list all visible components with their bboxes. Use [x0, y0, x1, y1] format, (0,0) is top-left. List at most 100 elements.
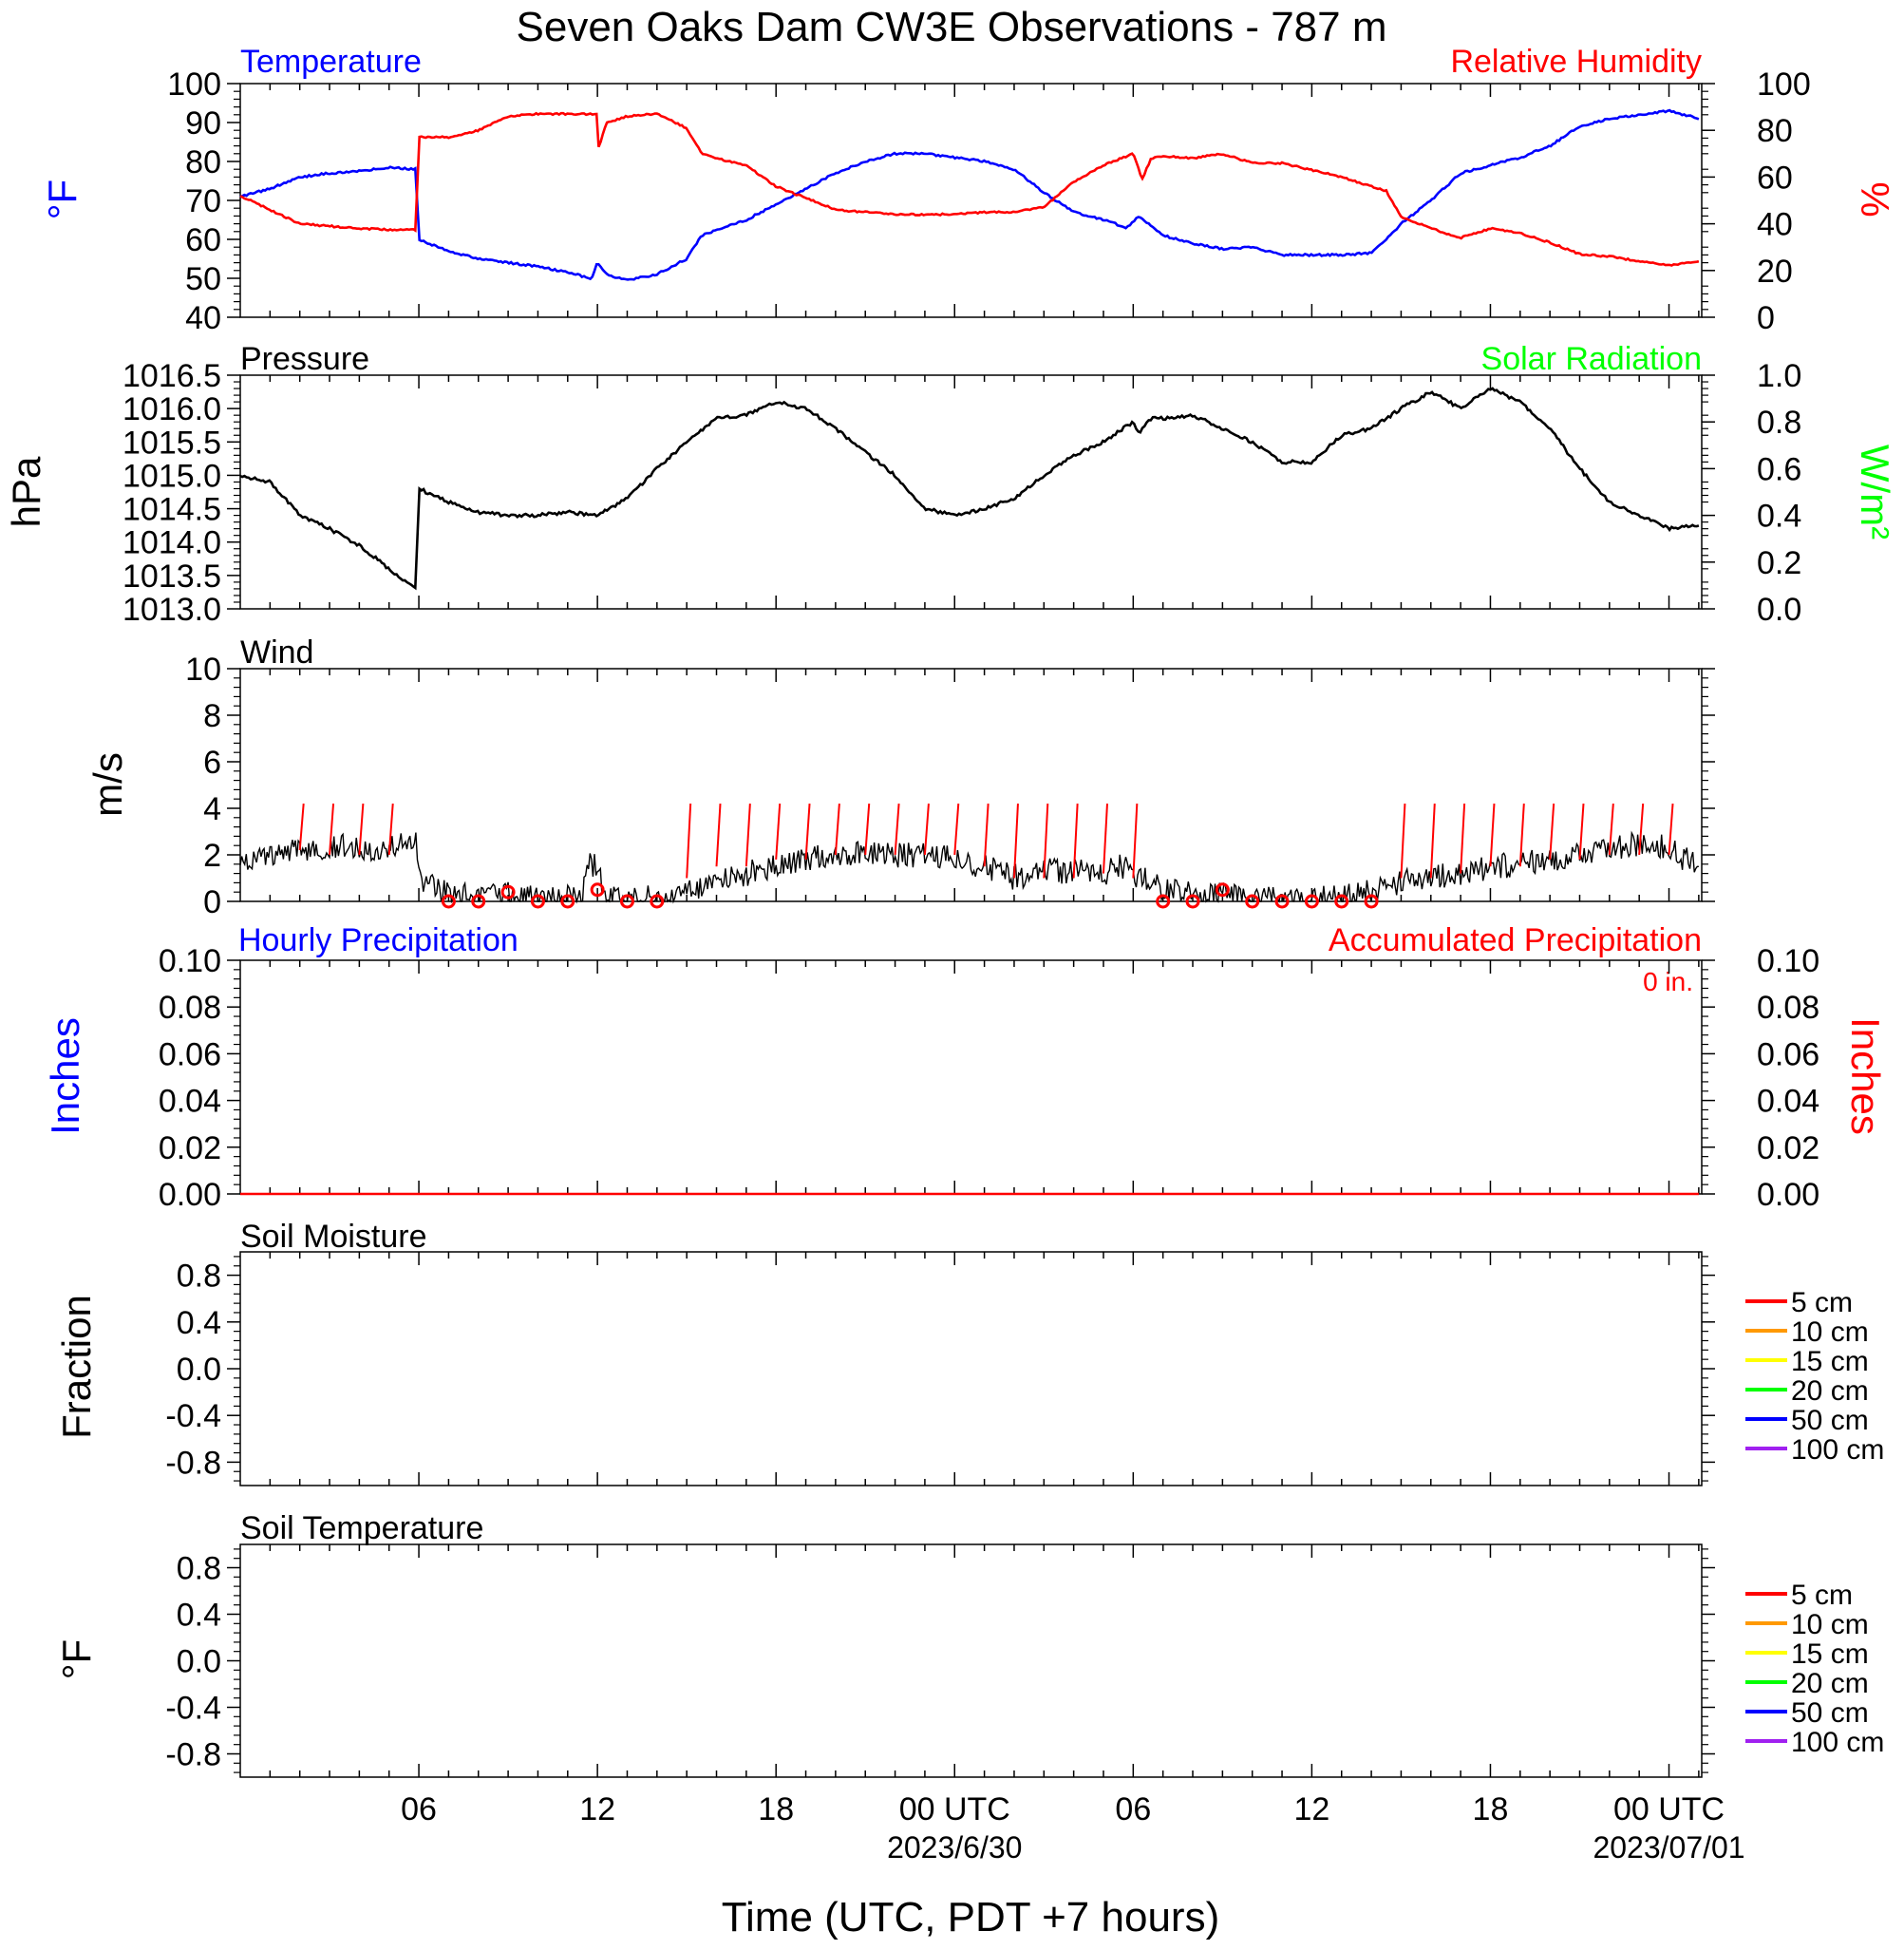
y-tick-label: 0.8	[177, 1551, 221, 1587]
wind-barb	[983, 804, 990, 867]
y-tick-label: 6	[203, 745, 221, 781]
legend-label: 100 cm	[1791, 1434, 1884, 1466]
y-tick-label: 0.0	[177, 1644, 221, 1680]
wind-barb	[864, 804, 871, 856]
temperature-panel-title: Temperature	[240, 44, 422, 80]
x-tick-label: 00 UTC	[1613, 1791, 1725, 1827]
y-right-tick-label: 80	[1757, 113, 1793, 149]
y-right-tick-label: 0.2	[1757, 545, 1801, 581]
y-tick-label: 1013.0	[123, 592, 221, 628]
wind-barb	[1043, 804, 1049, 879]
y-tick-label: 0.4	[177, 1305, 221, 1341]
figure-title: Seven Oaks Dam CW3E Observations - 787 m	[517, 4, 1387, 50]
y-right-tick-label: 40	[1757, 207, 1793, 243]
plot-frame	[239, 959, 1703, 1195]
solar-panel-title: Solar Radiation	[1481, 341, 1702, 377]
y-tick-label: 60	[185, 222, 221, 258]
y-tick-label: 1016.0	[123, 391, 221, 427]
y-tick-label: 0.4	[177, 1598, 221, 1634]
legend-label: 5 cm	[1791, 1580, 1853, 1611]
y-tick-label: 100	[167, 66, 221, 103]
y-right-tick-label: 0.8	[1757, 405, 1801, 441]
legend-label: 5 cm	[1791, 1287, 1853, 1318]
calm-wind-marker	[471, 894, 486, 909]
wind-barb	[715, 804, 722, 867]
y-right-tick-label: 0.00	[1757, 1177, 1819, 1213]
y-right-tick-label: 0.4	[1757, 499, 1801, 535]
wind-barb	[1608, 804, 1614, 856]
wind-barb	[953, 804, 960, 856]
y-tick-label: 0.06	[159, 1036, 221, 1072]
chart-marks: 4050607080901000204060801001013.01013.51…	[123, 66, 1884, 1865]
x-tick-label: 00 UTC	[899, 1791, 1010, 1827]
panel-pressure: Pressure Solar Radiation hPa W/m²	[4, 341, 1897, 540]
humidity-y-label: %	[1853, 181, 1897, 217]
plot-frame	[239, 1543, 1703, 1778]
wind-barb	[1429, 804, 1436, 879]
soil-temperature-title: Soil Temperature	[240, 1510, 483, 1546]
plot-frame	[239, 668, 1703, 902]
y-tick-label: 50	[185, 261, 221, 297]
y-tick-label: 0	[203, 884, 221, 920]
legend-label: 10 cm	[1791, 1316, 1869, 1348]
y-right-tick-label: 20	[1757, 254, 1793, 290]
panel-soil-moisture: Soil Moisture Fraction	[54, 1219, 427, 1439]
y-tick-label: 1015.0	[123, 458, 221, 494]
series-line-relative-humidity	[239, 111, 1700, 267]
panel-plot-wind: 0 2 4 6 8 10	[185, 652, 1715, 920]
plot-frame	[239, 83, 1703, 318]
y-tick-label: 0.08	[159, 990, 221, 1026]
x-date-label: 2023/07/01	[1593, 1830, 1744, 1865]
series-line-wind	[239, 830, 1699, 904]
y-right-tick-label: 0	[1757, 300, 1775, 336]
y-tick-label: 0.8	[177, 1259, 221, 1295]
wind-barb	[1638, 804, 1645, 856]
x-date-label: 2023/6/30	[887, 1830, 1022, 1865]
x-tick-label: 06	[1115, 1791, 1151, 1827]
panel-soil-temperature: Soil Temperature °F	[54, 1510, 483, 1679]
wind-barb	[1012, 804, 1019, 879]
legend-label: 50 cm	[1791, 1405, 1869, 1436]
pressure-panel-title: Pressure	[240, 341, 369, 377]
x-tick-label: 06	[401, 1791, 437, 1827]
wind-barb	[1102, 804, 1108, 874]
series-line-pressure	[239, 387, 1700, 591]
legend-label: 100 cm	[1791, 1727, 1884, 1758]
legend-label: 50 cm	[1791, 1697, 1869, 1729]
wind-barb	[1132, 804, 1139, 879]
y-tick-label: -0.8	[165, 1737, 221, 1773]
panel-temperature: Temperature Relative Humidity °F %	[40, 44, 1897, 219]
y-right-tick-label: 0.08	[1757, 990, 1819, 1026]
soil-moisture-title: Soil Moisture	[240, 1219, 427, 1255]
accum-precip-title: Accumulated Precipitation	[1329, 922, 1702, 958]
y-tick-label: 8	[203, 698, 221, 734]
y-tick-label: 1013.5	[123, 558, 221, 595]
panel-plot-pressure: 1013.01013.51014.01014.51015.01015.51016…	[123, 358, 1801, 628]
y-right-tick-label: 60	[1757, 160, 1793, 196]
legend-label: 20 cm	[1791, 1375, 1869, 1407]
wind-barb	[1489, 804, 1496, 867]
x-tick-label: 12	[579, 1791, 615, 1827]
wind-panel-title: Wind	[240, 634, 313, 671]
wind-barb	[387, 804, 394, 856]
calm-wind-marker	[1245, 894, 1260, 909]
y-tick-label: -0.4	[165, 1691, 221, 1727]
y-tick-label: 0.10	[159, 943, 221, 979]
wind-barb	[1400, 804, 1406, 879]
wind-barb	[329, 804, 335, 856]
y-tick-label: -0.4	[165, 1398, 221, 1434]
wind-barb	[298, 804, 305, 851]
wind-barb	[686, 804, 692, 879]
y-right-tick-label: 0.04	[1757, 1084, 1819, 1120]
y-tick-label: 80	[185, 144, 221, 180]
legend-label: 10 cm	[1791, 1609, 1869, 1640]
calm-wind-marker	[1274, 894, 1290, 909]
hourly-precip-title: Hourly Precipitation	[238, 922, 518, 958]
wind-y-label: m/s	[85, 752, 130, 817]
y-right-tick-label: 100	[1757, 66, 1811, 103]
soil-moisture-y-label: Fraction	[54, 1295, 99, 1439]
solar-y-label: W/m²	[1853, 445, 1897, 540]
